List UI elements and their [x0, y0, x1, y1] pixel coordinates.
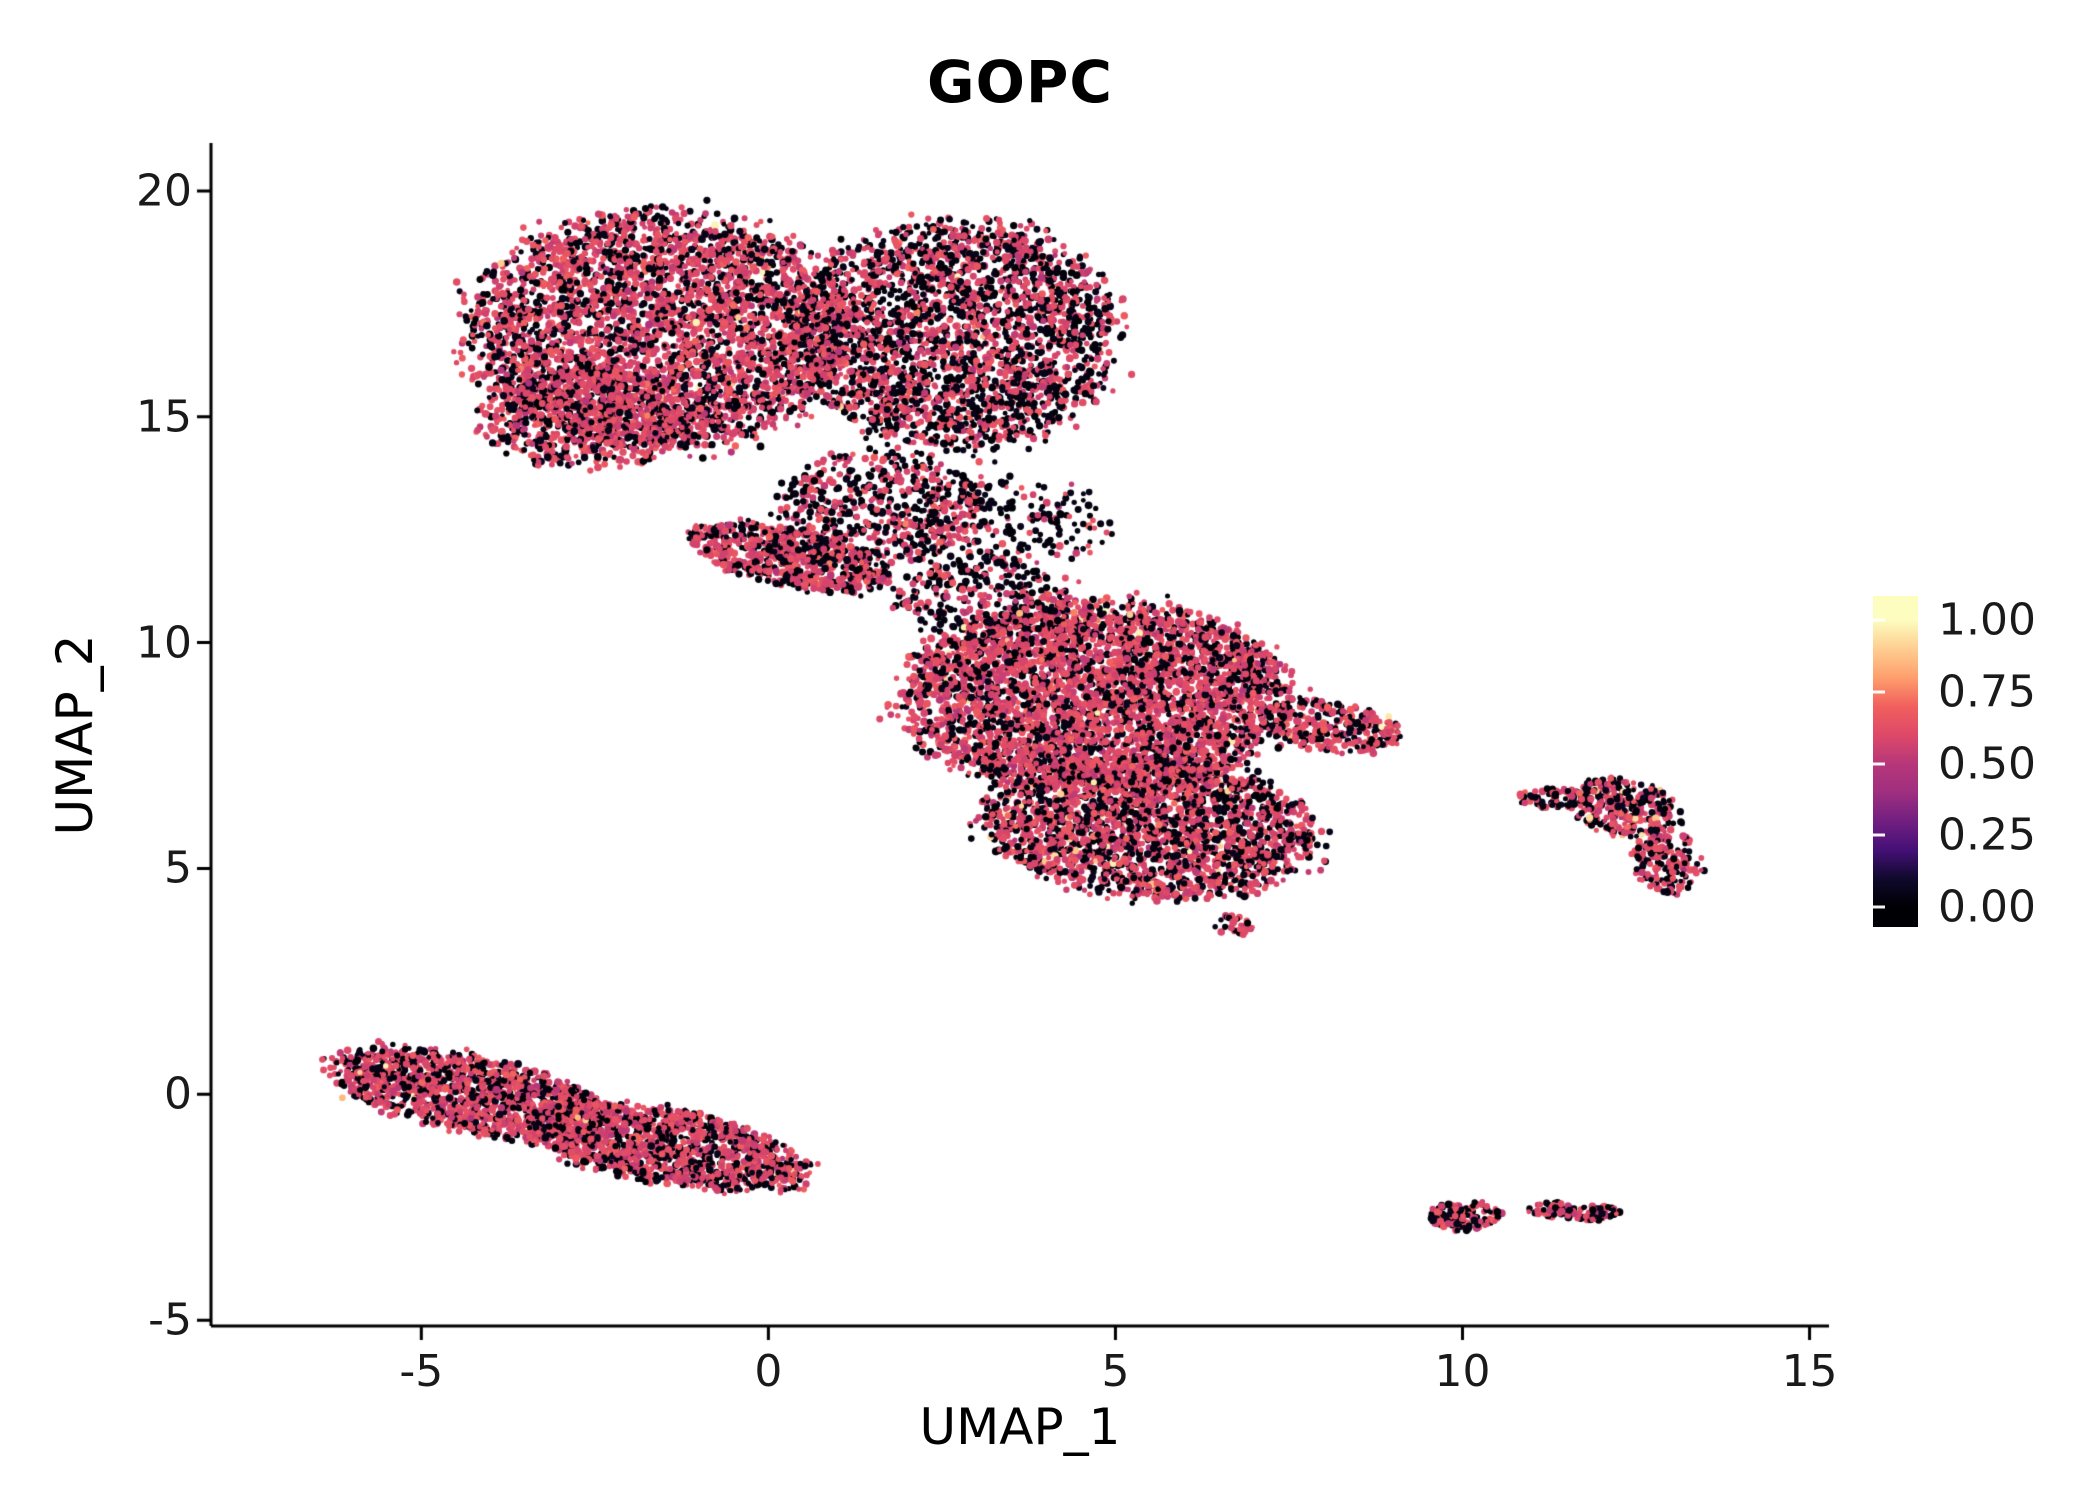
- y-axis-tick-label: -5: [148, 1294, 192, 1346]
- y-axis-tick-label: 0: [164, 1068, 192, 1120]
- x-axis-tick-label: 15: [1781, 1346, 1838, 1397]
- colorbar-legend: [1873, 596, 1918, 927]
- plot-title: GOPC: [927, 48, 1113, 116]
- colorbar-tick-label: 0.00: [1938, 881, 2036, 933]
- y-axis-title: UMAP_2: [46, 634, 104, 836]
- y-axis-tick-label: 10: [136, 617, 192, 669]
- colorbar-tick-label: 1.00: [1938, 594, 2036, 646]
- x-axis-title: UMAP_1: [919, 1398, 1121, 1456]
- y-axis-tick-label: 5: [164, 842, 192, 894]
- x-axis-tick-label: 0: [754, 1346, 783, 1397]
- colorbar-tick: [1873, 905, 1885, 909]
- colorbar-gradient: [1873, 596, 1918, 927]
- colorbar-tick: [1873, 762, 1885, 765]
- y-axis-tick-label: 15: [136, 391, 192, 443]
- colorbar-tick-label: 0.50: [1938, 738, 2036, 789]
- colorbar-tick: [1873, 833, 1885, 837]
- colorbar-tick-label: 0.75: [1938, 666, 2036, 718]
- y-axis-tick-label: 20: [136, 165, 192, 217]
- colorbar-tick-label: 0.25: [1938, 809, 2036, 861]
- x-axis-tick-label: 5: [1101, 1346, 1130, 1397]
- x-axis-tick-label: 10: [1434, 1346, 1491, 1397]
- colorbar-tick: [1873, 618, 1885, 622]
- x-axis-tick-label: -5: [399, 1346, 444, 1397]
- colorbar-tick: [1873, 690, 1885, 694]
